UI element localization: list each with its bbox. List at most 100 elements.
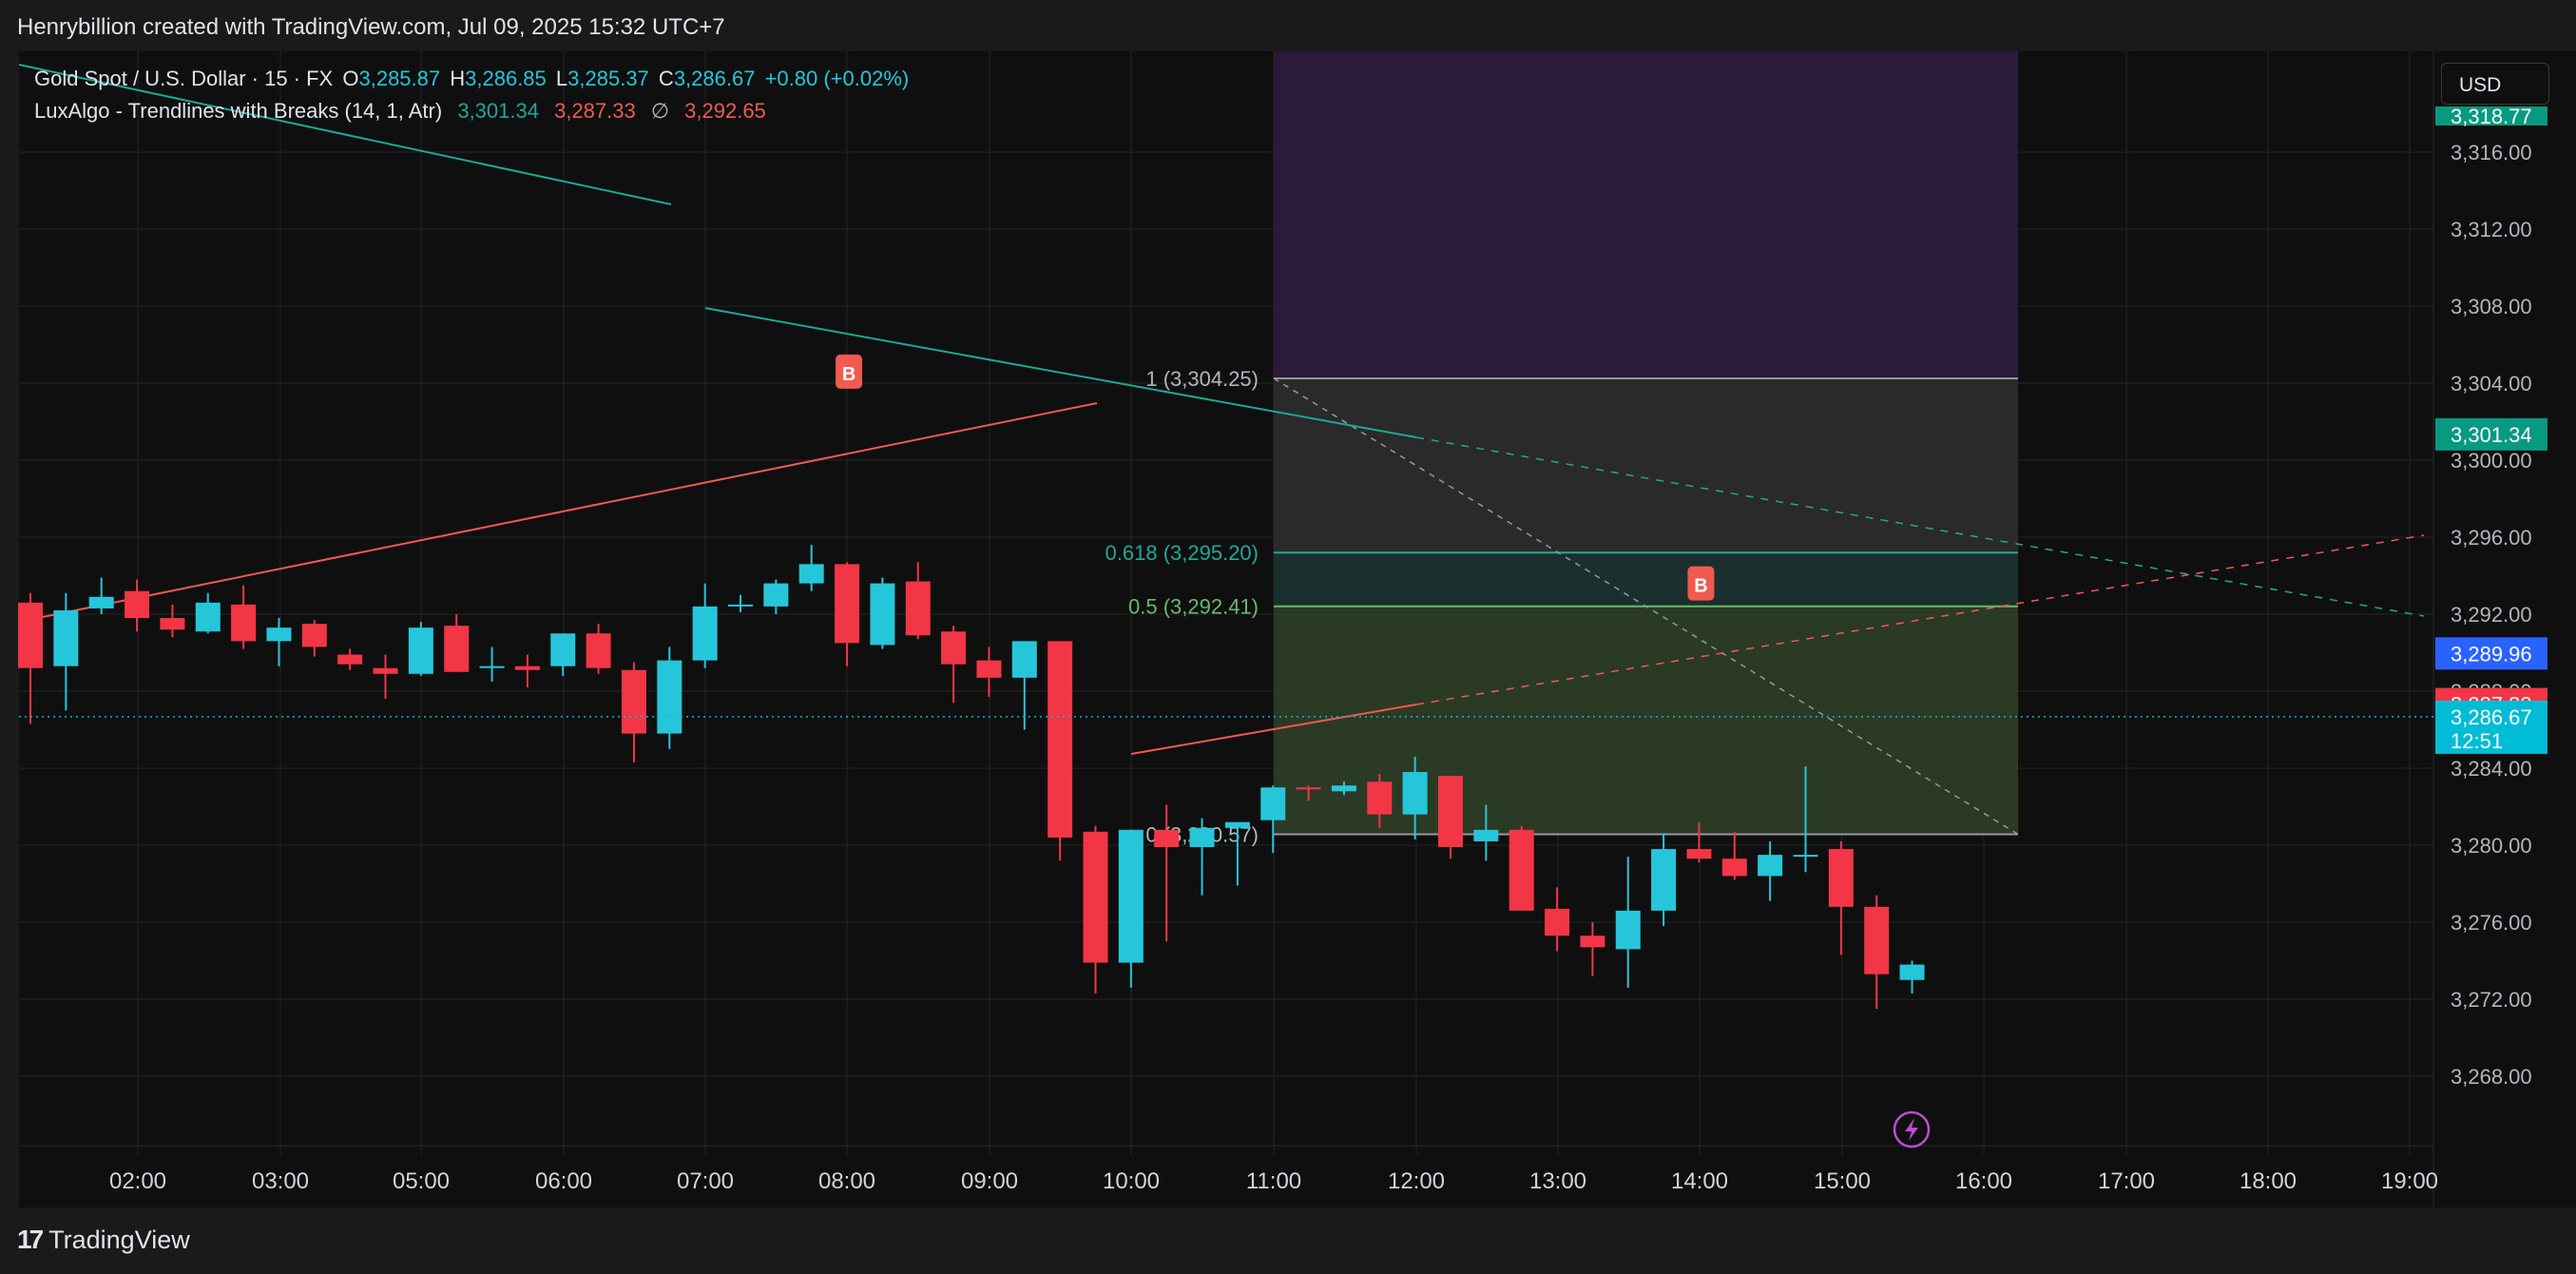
price-tick-label: 3,300.00 [2451, 449, 2532, 473]
candle-body [1154, 829, 1180, 848]
candle[interactable] [1402, 756, 1428, 840]
trendline-upper-extension [1415, 436, 2425, 617]
candle[interactable] [125, 579, 150, 632]
fib-zone-1-0618 [1274, 377, 2018, 553]
tradingview-brand[interactable]: 17 TradingView [17, 1225, 190, 1255]
axis-price-label [2435, 700, 2547, 754]
candle[interactable] [373, 654, 398, 700]
candle[interactable] [1224, 821, 1250, 886]
candle[interactable] [337, 648, 363, 670]
candle-body [1118, 829, 1144, 963]
candle[interactable] [1048, 641, 1073, 861]
candle[interactable] [1260, 785, 1286, 854]
price-tick-label: 3,312.00 [2451, 218, 2532, 241]
currency-button[interactable]: USD [2441, 63, 2549, 105]
candle[interactable] [692, 583, 718, 668]
candle-body [1793, 855, 1818, 858]
candle[interactable] [1473, 804, 1499, 861]
candle[interactable] [301, 620, 327, 657]
candle[interactable] [1545, 887, 1570, 952]
indicator-name[interactable]: LuxAlgo - Trendlines with Breaks (14, 1,… [34, 99, 443, 123]
candle[interactable] [1793, 765, 1818, 873]
lightning-event-icon[interactable] [1893, 1110, 1931, 1149]
candle[interactable] [1118, 829, 1144, 988]
axis-price-label-text: 3,286.67 [2451, 705, 2532, 729]
candle[interactable] [1331, 782, 1356, 796]
candle[interactable] [1651, 833, 1677, 927]
break-label-badge [836, 354, 863, 389]
candle[interactable] [1296, 785, 1321, 801]
candle[interactable] [444, 614, 470, 672]
price-tick-label: 3,316.00 [2451, 141, 2532, 164]
candle-body [160, 618, 185, 630]
time-tick-label: 02:00 [109, 1168, 166, 1194]
symbol-legend[interactable]: Gold Spot / U.S. Dollar · 15 · FX O3,285… [34, 67, 913, 91]
candle[interactable] [728, 594, 753, 612]
axis-price-label [2435, 417, 2547, 451]
candle[interactable] [1083, 825, 1108, 994]
candle[interactable] [798, 545, 824, 591]
candle[interactable] [657, 647, 682, 749]
candle-body [905, 581, 931, 636]
candle[interactable] [550, 633, 576, 676]
candle[interactable] [835, 562, 860, 666]
plot-area[interactable] [19, 51, 2433, 1207]
candle[interactable] [1721, 831, 1747, 880]
candle[interactable] [479, 647, 505, 682]
candle[interactable] [621, 662, 646, 762]
symbol-name[interactable]: Gold Spot / U.S. Dollar · 15 · FX [34, 67, 334, 90]
time-tick-label: 18:00 [2240, 1168, 2297, 1194]
candle[interactable] [1828, 840, 1854, 956]
candle[interactable] [1615, 857, 1641, 988]
candle[interactable] [88, 577, 114, 614]
candle[interactable] [18, 592, 43, 724]
candle[interactable] [1154, 804, 1180, 942]
candle-body [1367, 782, 1393, 815]
footer-bar [0, 1207, 2576, 1274]
candle[interactable] [514, 654, 540, 687]
price-tick-label: 3,280.00 [2451, 834, 2532, 858]
price-scale[interactable] [2433, 51, 2576, 1207]
candle[interactable] [1580, 922, 1605, 976]
candle-body [266, 627, 292, 642]
indicator-legend[interactable]: LuxAlgo - Trendlines with Breaks (14, 1,… [34, 99, 770, 124]
candle[interactable] [1899, 960, 1925, 994]
candle-body [479, 666, 505, 668]
candle[interactable] [1686, 821, 1712, 863]
time-tick-label: 03:00 [252, 1168, 309, 1194]
time-tick-label: 17:00 [2098, 1168, 2155, 1194]
fib-level-label: 0.618 (3,295.20) [1105, 541, 1259, 565]
candle[interactable] [160, 604, 185, 638]
candle-body [1224, 821, 1250, 828]
candle[interactable] [1509, 825, 1534, 911]
candle[interactable] [1864, 895, 1890, 1010]
candle[interactable] [53, 592, 79, 711]
candle-body [1048, 641, 1073, 838]
candle[interactable] [1758, 840, 1783, 901]
time-tick-label: 12:00 [1388, 1168, 1445, 1194]
price-tick-label: 3,284.00 [2451, 757, 2532, 781]
candle[interactable] [195, 592, 221, 634]
candle[interactable] [408, 622, 433, 676]
high-value: 3,286.85 [465, 67, 547, 90]
time-tick-label: 08:00 [818, 1168, 875, 1194]
low-value: 3,285.37 [567, 67, 649, 90]
candle[interactable] [976, 647, 1002, 698]
price-tick-label: 3,272.00 [2451, 988, 2532, 1012]
candle-body [621, 669, 646, 734]
candle[interactable] [266, 618, 292, 666]
candle[interactable] [1367, 774, 1393, 828]
candle-body [1686, 849, 1712, 859]
candle[interactable] [1189, 818, 1215, 896]
candle[interactable] [1438, 776, 1463, 859]
candle[interactable] [586, 624, 611, 674]
fib-level-label: 0.5 (3,292.41) [1128, 595, 1259, 619]
candle[interactable] [231, 585, 257, 649]
candle[interactable] [941, 626, 967, 704]
candle[interactable] [870, 577, 895, 649]
brand-name: TradingView [48, 1225, 190, 1254]
candle[interactable] [905, 562, 931, 640]
candle[interactable] [1011, 641, 1037, 730]
candle[interactable] [763, 579, 789, 614]
